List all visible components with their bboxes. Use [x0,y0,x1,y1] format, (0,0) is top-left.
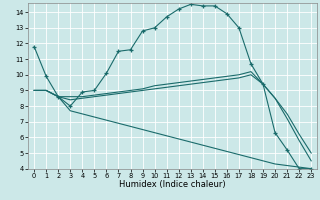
X-axis label: Humidex (Indice chaleur): Humidex (Indice chaleur) [119,180,226,189]
